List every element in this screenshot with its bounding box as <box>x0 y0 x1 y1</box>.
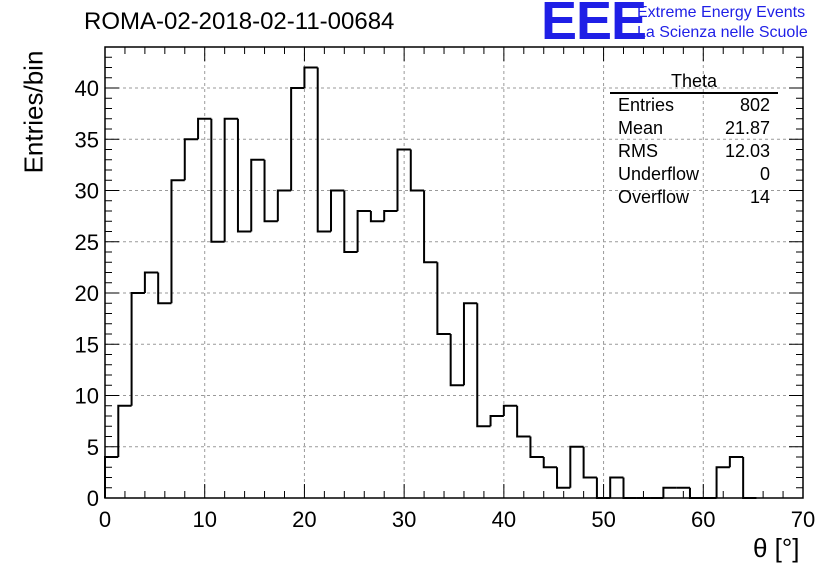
histogram-bin <box>303 66 318 88</box>
histogram-bin <box>502 404 518 416</box>
histogram-bin <box>609 476 624 498</box>
histogram-bin <box>728 456 744 468</box>
histogram-bin <box>369 211 385 223</box>
stats-title: Theta <box>610 72 778 94</box>
logo-line-1: Extreme Energy Events <box>637 4 806 21</box>
histogram-bin <box>409 149 425 192</box>
histogram-bin <box>529 436 544 458</box>
stat-value: 802 <box>739 95 770 115</box>
histogram-bin <box>688 487 704 499</box>
y-tick-label: 30 <box>75 179 99 204</box>
histogram-bin <box>157 272 172 305</box>
y-tick-label: 5 <box>87 435 99 460</box>
x-tick-label: 0 <box>99 507 111 532</box>
x-axis-label: θ [°] <box>753 533 800 563</box>
histogram-bin <box>396 148 411 211</box>
x-tick-label: 30 <box>392 507 416 532</box>
histogram-bin <box>622 477 637 499</box>
histogram-bin <box>117 404 132 457</box>
y-tick-label: 35 <box>75 127 99 152</box>
axes: 0 10 20 30 40 50 60 70 0 5 10 15 20 25 30 35 40 <box>75 46 815 532</box>
histogram-bin <box>436 262 451 335</box>
histogram-bin <box>183 138 199 181</box>
x-tick-label: 10 <box>192 507 216 532</box>
stat-label: Underflow <box>618 164 700 184</box>
x-tick-label: 60 <box>691 507 715 532</box>
stat-row-mean: Mean 21.87 <box>610 117 778 140</box>
histogram-bin <box>223 117 238 242</box>
histogram-bin <box>449 334 464 387</box>
histogram-bin <box>462 302 478 386</box>
histogram-bin <box>423 190 438 264</box>
histogram-bin <box>236 118 252 233</box>
stat-label: RMS <box>618 141 658 161</box>
histogram-bin <box>330 189 345 232</box>
histogram-bin <box>316 67 332 233</box>
grid-lines <box>105 47 803 498</box>
logo-line-2: La Scienza nelle Scuole <box>637 24 808 41</box>
histogram-series <box>104 66 757 499</box>
stat-value: 21.87 <box>724 118 770 138</box>
stat-value: 12.03 <box>724 141 770 161</box>
histogram-bin <box>263 159 278 223</box>
stat-value: 0 <box>759 164 770 184</box>
chart-title: ROMA-02-2018-02-11-00684 <box>84 8 395 35</box>
y-tick-label: 15 <box>75 332 99 357</box>
histogram-bin <box>197 117 212 140</box>
histogram-bin <box>742 457 757 499</box>
histogram-bin <box>582 446 597 479</box>
y-tick-label: 0 <box>87 486 99 511</box>
histogram-bin <box>556 467 571 489</box>
histogram-bin <box>170 179 185 304</box>
y-tick-label: 40 <box>75 76 99 101</box>
y-tick-label: 20 <box>75 281 99 306</box>
histogram-bin <box>343 190 358 253</box>
histogram-bin <box>276 189 292 222</box>
histogram-bin <box>569 445 584 488</box>
histogram-bin <box>290 87 305 191</box>
histogram-bin <box>662 486 677 498</box>
stat-row-underflow: Underflow 0 <box>610 163 778 186</box>
stat-row-entries: Entries 802 <box>610 94 778 117</box>
histogram-bin <box>130 292 145 406</box>
histogram-bin <box>489 415 504 427</box>
histogram-bin <box>356 210 371 252</box>
histogram-bin <box>383 210 398 222</box>
histogram-bin <box>210 118 225 243</box>
stat-label: Overflow <box>618 187 690 207</box>
x-tick-label: 70 <box>791 507 815 532</box>
eee-logo: EEE <box>541 0 647 51</box>
stat-value: 14 <box>749 187 770 207</box>
stat-row-rms: RMS 12.03 <box>610 140 778 163</box>
stat-row-overflow: Overflow 14 <box>610 186 778 209</box>
x-tick-label: 50 <box>591 507 615 532</box>
eee-logo-text: Extreme Energy Events La Scienza nelle S… <box>637 3 808 43</box>
stats-box: Theta Entries 802 Mean 21.87 RMS 12.03 U… <box>610 72 778 209</box>
histogram-bin <box>250 158 265 232</box>
stat-label: Mean <box>618 118 664 138</box>
y-axis-label: Entries/bin <box>18 50 49 174</box>
histogram-bin <box>715 466 730 498</box>
stat-label: Entries <box>618 95 675 115</box>
histogram-bin <box>542 457 558 469</box>
histogram-bin <box>143 271 159 293</box>
x-tick-label: 40 <box>492 507 516 532</box>
y-tick-label: 10 <box>75 384 99 409</box>
y-tick-label: 25 <box>75 230 99 255</box>
histogram-bin <box>516 405 531 438</box>
x-tick-label: 20 <box>292 507 316 532</box>
histogram-bin <box>476 303 491 428</box>
